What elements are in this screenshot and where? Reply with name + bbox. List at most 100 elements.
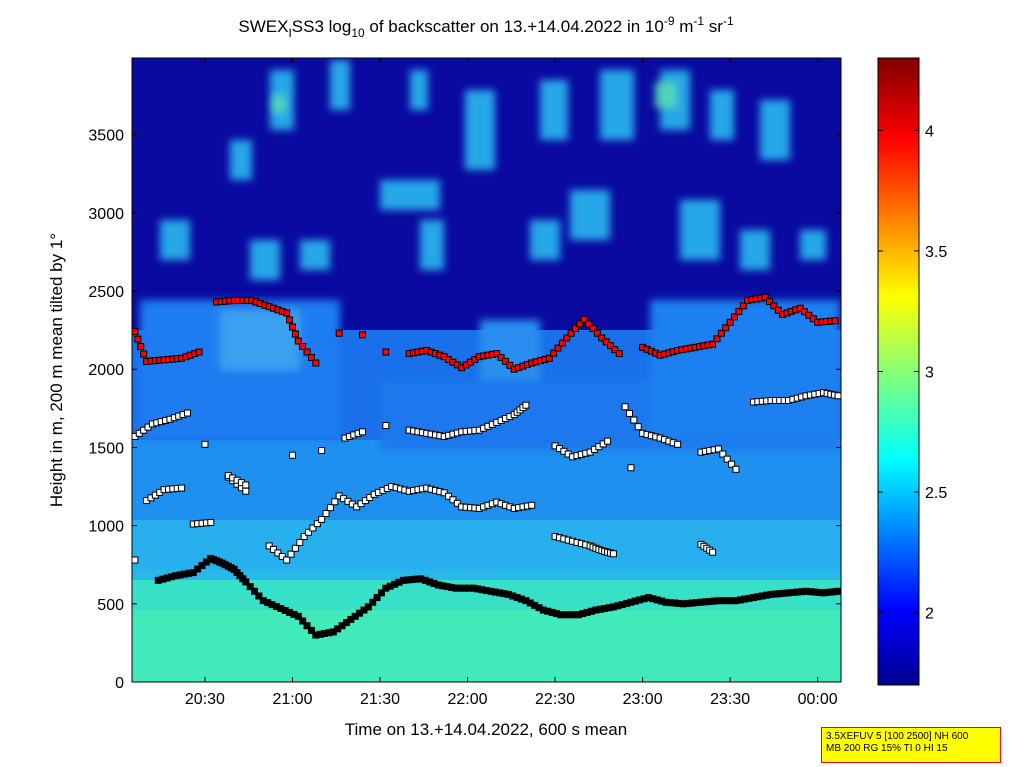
layer-point: [373, 594, 381, 602]
layer-point: [305, 528, 313, 536]
backscatter-heatmap: [132, 58, 841, 682]
layer-point: [609, 550, 617, 558]
layer-point: [627, 464, 635, 472]
layer-point: [307, 353, 315, 361]
layer-point: [140, 350, 148, 358]
layer-point: [313, 520, 321, 528]
layer-point: [288, 451, 296, 459]
layer-point: [717, 329, 725, 337]
layer-point: [286, 316, 294, 324]
layer-point: [714, 445, 722, 453]
layer-point: [251, 587, 259, 595]
x-tick-label: 00:00: [798, 691, 838, 708]
layer-point: [497, 353, 505, 361]
layer-point: [770, 302, 778, 310]
chart-title: SWEXISS3 log10 of backscatter on 13.+14.…: [238, 14, 734, 40]
y-tick-label: 0: [115, 675, 124, 692]
layer-point: [630, 416, 638, 424]
layer-point: [294, 612, 302, 620]
layer-point: [554, 344, 562, 352]
layer-point: [278, 552, 286, 560]
x-tick-label: 22:30: [535, 691, 575, 708]
layer-point: [137, 343, 145, 351]
layer-point: [809, 315, 817, 323]
y-tick-label: 1500: [88, 440, 124, 457]
layer-point: [377, 589, 385, 597]
layer-point: [318, 447, 326, 455]
colorbar: [877, 57, 920, 686]
layer-point: [834, 392, 841, 400]
layer-point: [382, 422, 390, 430]
layer-point: [322, 509, 330, 517]
layer-point: [545, 354, 553, 362]
layer-point: [615, 350, 623, 358]
layer-point: [453, 499, 461, 507]
layer-point: [719, 450, 727, 458]
layer-point: [369, 598, 377, 606]
layer-point: [674, 440, 682, 448]
layer-point: [132, 556, 139, 564]
layer-point: [709, 340, 717, 348]
layer-point: [709, 548, 717, 556]
layer-point: [194, 565, 202, 573]
layer-point: [296, 538, 304, 546]
layer-point: [303, 348, 311, 356]
layer-point: [805, 311, 813, 319]
layer-point: [774, 306, 782, 314]
layer-point: [580, 315, 588, 323]
layer-point: [382, 348, 390, 356]
layer-point: [634, 423, 642, 431]
layer-point: [602, 338, 610, 346]
layer-point: [732, 465, 740, 473]
layer-point: [202, 558, 210, 566]
x-tick-label: 23:00: [623, 691, 663, 708]
x-tick-label: 23:30: [710, 691, 750, 708]
x-tick-label: 22:00: [448, 691, 488, 708]
colorbar-tick-label: 3: [925, 365, 934, 382]
layer-point: [528, 501, 536, 509]
layer-point: [801, 308, 809, 316]
info-box: 3.5XEFUV 5 [100 2500] NH 600 MB 200 RG 1…: [821, 727, 1001, 763]
layer-point: [440, 489, 448, 497]
x-tick-label: 21:00: [272, 691, 312, 708]
layer-point: [449, 496, 457, 504]
colorbar-axis: 2 2.5 3 3.5 4: [878, 123, 947, 623]
layer-point: [834, 587, 841, 595]
layer-point: [201, 440, 209, 448]
layer-point: [318, 515, 326, 523]
layer-point: [722, 324, 730, 332]
y-tick-label: 500: [97, 597, 124, 614]
layer-point: [358, 428, 366, 436]
layer-point: [207, 518, 215, 526]
layer-point: [739, 302, 747, 310]
layer-point: [593, 329, 601, 337]
colorbar-tick-label: 4: [925, 123, 934, 140]
info-line-2: MB 200 RG 15% TI 0 HI 15: [826, 743, 948, 754]
layer-point: [364, 603, 372, 611]
layer-point: [288, 323, 296, 331]
layer-point: [246, 583, 254, 591]
x-axis-label: Time on 13.+14.04.2022, 600 s mean: [345, 720, 627, 739]
layer-point: [831, 317, 839, 325]
layer-point: [501, 357, 509, 365]
layer-point: [506, 361, 514, 369]
layer-point: [796, 304, 804, 312]
layer-point: [761, 293, 769, 301]
layer-detections: [132, 293, 841, 639]
layer-point: [312, 359, 320, 367]
x-axis: 20:30 21:00 21:30 22:00 22:30 23:00 23:30 00:00: [185, 58, 838, 708]
layer-point: [178, 484, 186, 492]
layer-point: [621, 403, 629, 411]
layer-point: [299, 343, 307, 351]
layer-point: [331, 498, 339, 506]
layer-point: [522, 401, 530, 409]
layer-point: [307, 626, 315, 634]
layer-point: [550, 349, 558, 357]
layer-point: [735, 307, 743, 315]
layer-point: [604, 437, 612, 445]
info-line-1: 3.5XEFUV 5 [100 2500] NH 600: [826, 731, 969, 742]
colorbar-tick-label: 2.5: [925, 485, 947, 502]
layer-point: [728, 460, 736, 468]
layer-point: [589, 325, 597, 333]
layer-point: [274, 549, 282, 557]
